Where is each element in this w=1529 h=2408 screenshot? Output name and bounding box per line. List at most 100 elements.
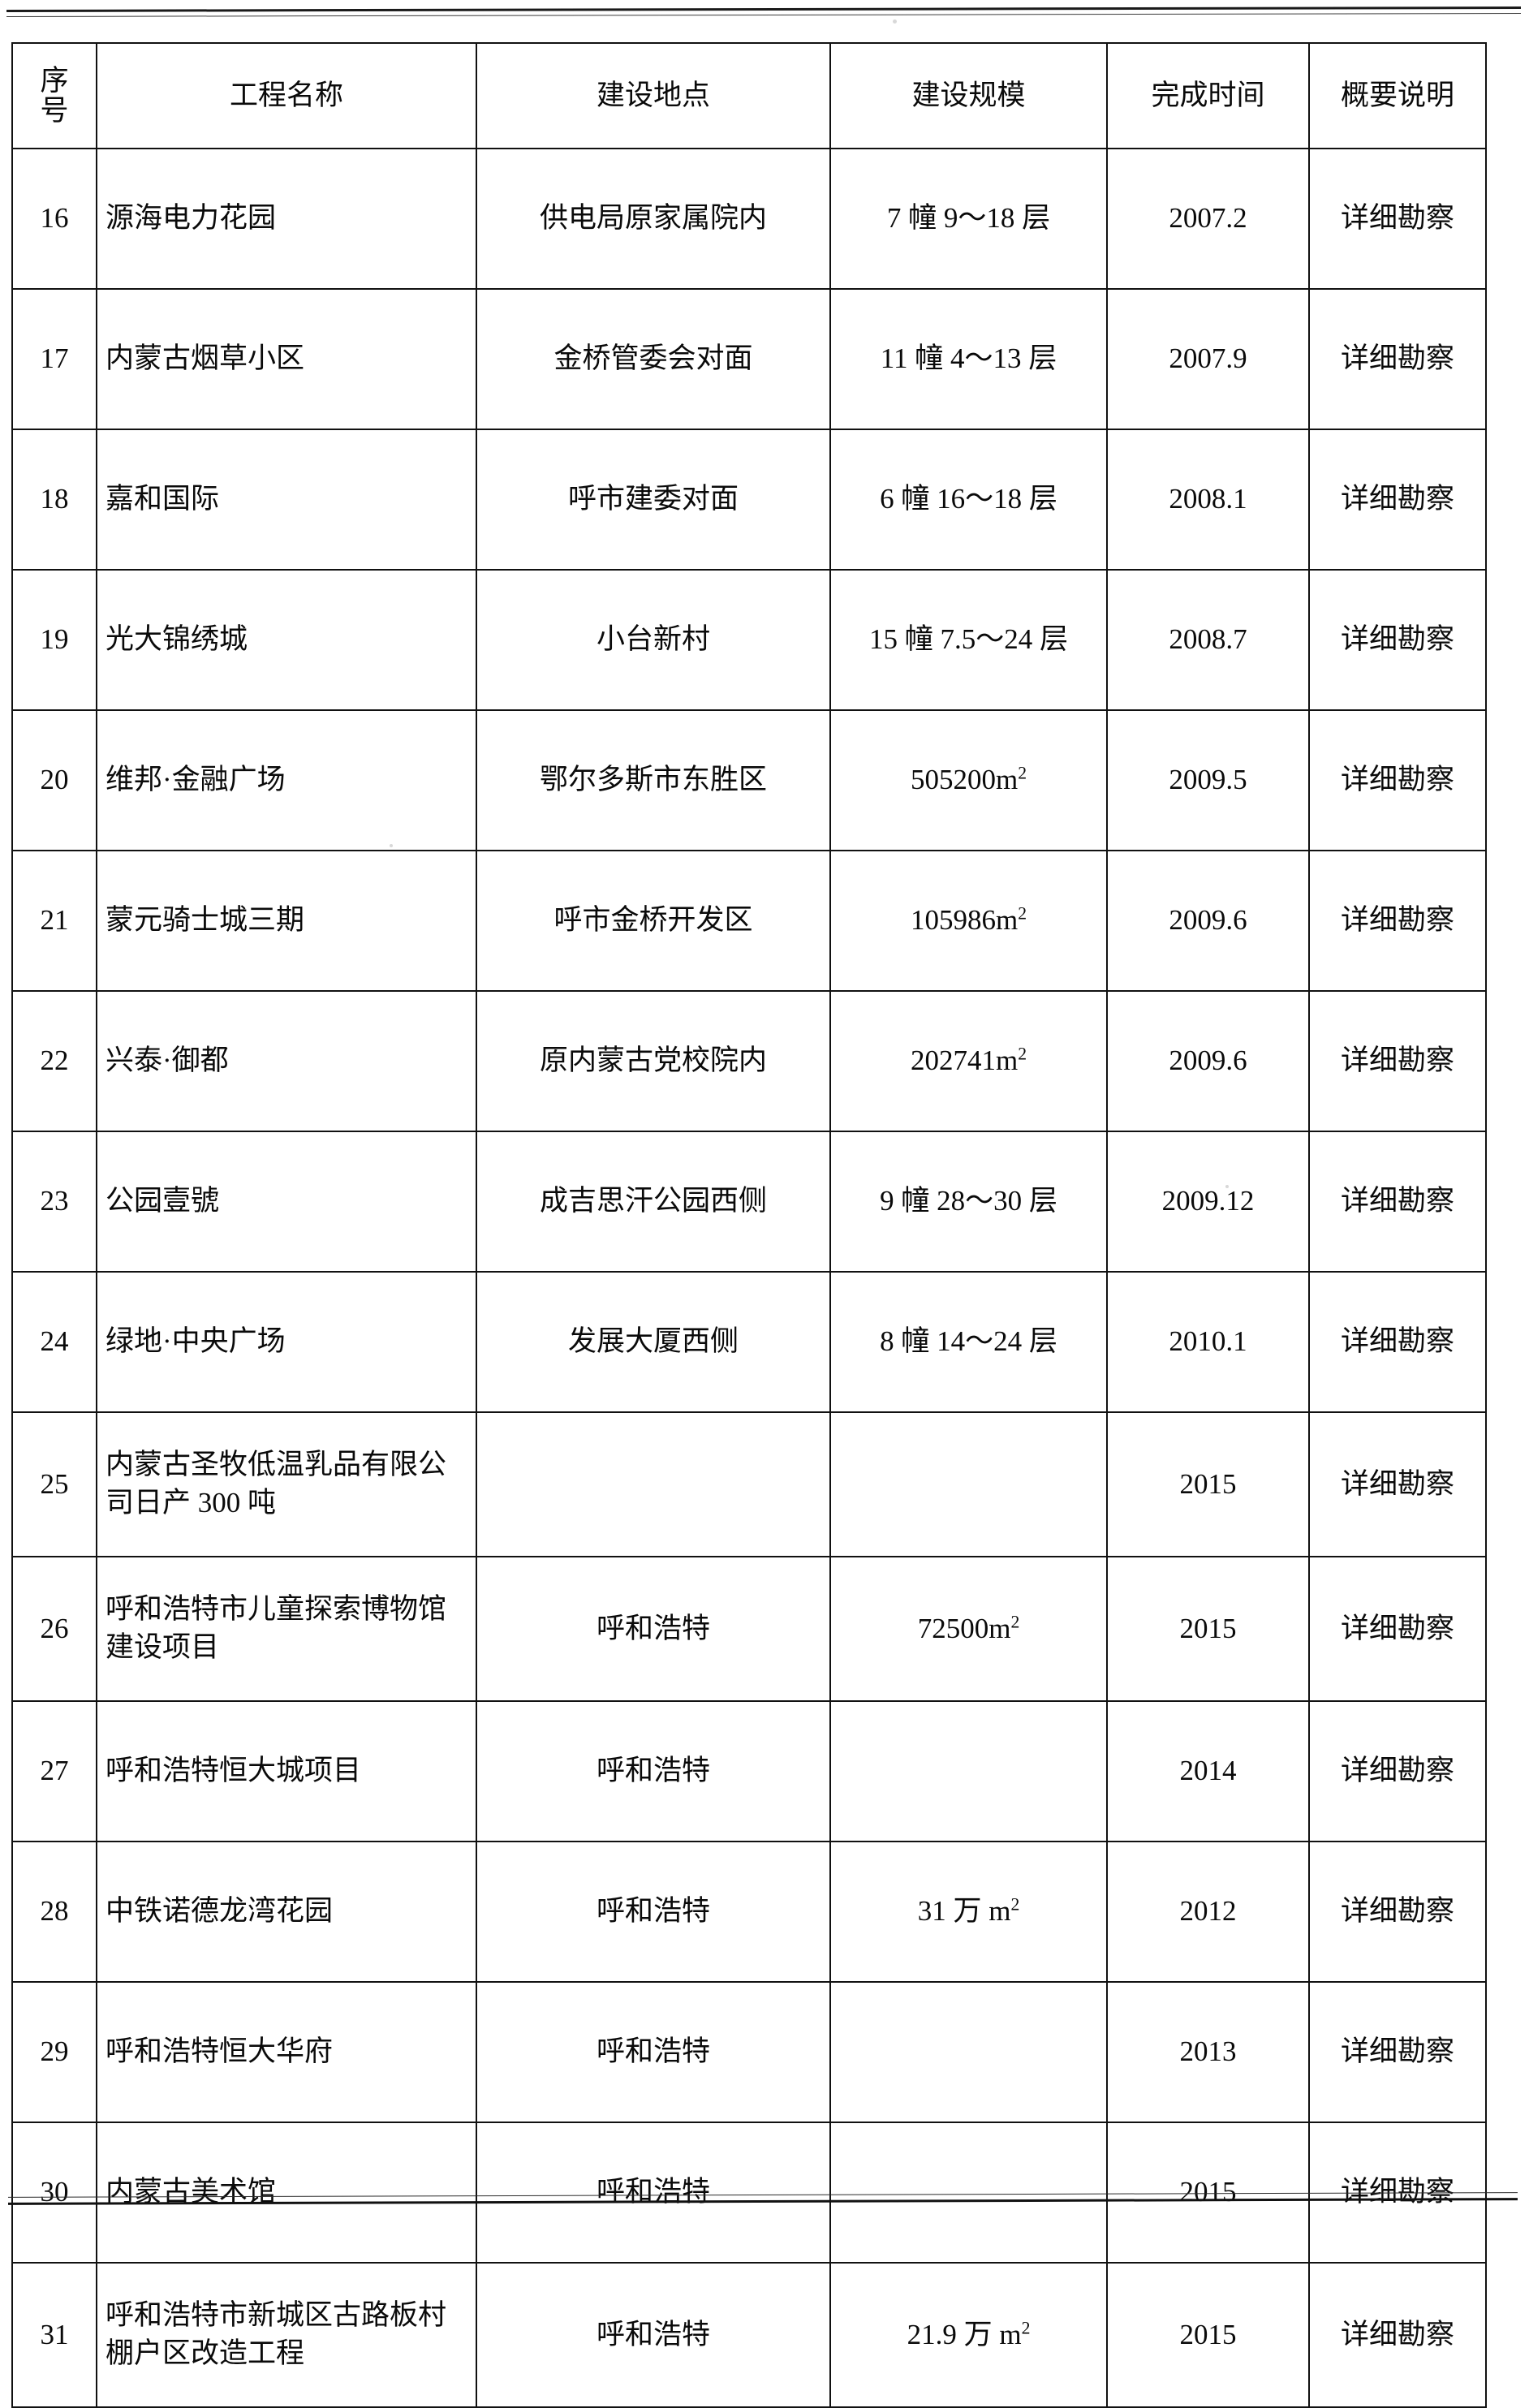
cell-construction-scale: 505200m2: [829, 709, 1108, 851]
cell-project-name: 维邦·金融广场: [96, 709, 477, 851]
cell-construction-scale: 31 万 m2: [829, 1841, 1108, 1983]
cell-summary-note: 详细勘察: [1308, 1411, 1487, 1557]
table-row: 23 公园壹號 成吉思汗公园西侧 9 幢 28～30 层 2009.12 详细勘察: [11, 1131, 1487, 1273]
cell-completion-time: 2008.7: [1106, 569, 1310, 711]
table-row: 28 中铁诺德龙湾花园 呼和浩特 31 万 m2 2012 详细勘察: [11, 1841, 1487, 1983]
cell-summary-note: 详细勘察: [1308, 569, 1487, 711]
cell-project-name: 绿地·中央广场: [96, 1271, 477, 1413]
cell-construction-scale: [829, 2122, 1108, 2264]
cell-project-name: 中铁诺德龙湾花园: [96, 1841, 477, 1983]
cell-sequence-number: 26: [11, 1556, 97, 1702]
cell-completion-time: 2015: [1106, 1411, 1310, 1557]
cell-summary-note: 详细勘察: [1308, 1841, 1487, 1983]
cell-project-name: 兴泰·御都: [96, 990, 477, 1132]
cell-project-name: 光大锦绣城: [96, 569, 477, 711]
cell-construction-site: 呼和浩特: [476, 1556, 831, 1702]
cell-summary-note: 详细勘察: [1308, 148, 1487, 290]
cell-completion-time: 2009.6: [1106, 850, 1310, 992]
project-reference-table: 序 号 工程名称 建设地点 建设规模 完成时间 概要说明 16 源海电力花园 供电局…: [11, 42, 1487, 2408]
cell-construction-scale: 21.9 万 m2: [829, 2262, 1108, 2408]
cell-construction-site: 发展大厦西侧: [476, 1271, 831, 1413]
cell-construction-site: 原内蒙古党校院内: [476, 990, 831, 1132]
page-top-rule: [6, 6, 1522, 17]
table-row: 25 内蒙古圣牧低温乳品有限公司日产 300 吨 2015 详细勘察: [11, 1411, 1487, 1557]
cell-construction-site: 呼和浩特: [476, 2122, 831, 2264]
cell-project-name: 内蒙古烟草小区: [96, 288, 477, 430]
cell-construction-scale: 202741m2: [829, 990, 1108, 1132]
cell-construction-site: 呼和浩特: [476, 1700, 831, 1842]
cell-construction-scale: 105986m2: [829, 850, 1108, 992]
cell-project-name: 内蒙古圣牧低温乳品有限公司日产 300 吨: [96, 1411, 477, 1557]
cell-construction-scale: 15 幢 7.5～24 层: [829, 569, 1108, 711]
cell-construction-site: 小台新村: [476, 569, 831, 711]
cell-summary-note: 详细勘察: [1308, 1131, 1487, 1273]
cell-project-name: 公园壹號: [96, 1131, 477, 1273]
cell-construction-scale: 9 幢 28～30 层: [829, 1131, 1108, 1273]
table-body: 16 源海电力花园 供电局原家属院内 7 幢 9～18 层 2007.2 详细勘察 17 内蒙…: [11, 148, 1487, 2408]
cell-completion-time: 2007.2: [1106, 148, 1310, 290]
column-header-site: 建设地点: [476, 42, 831, 149]
cell-summary-note: 详细勘察: [1308, 429, 1487, 571]
scan-speck: [893, 19, 897, 24]
cell-project-name: 呼和浩特市新城区古路板村棚户区改造工程: [96, 2262, 477, 2408]
project-reference-table-wrapper: 序 号 工程名称 建设地点 建设规模 完成时间 概要说明 16 源海电力花园 供电局…: [11, 42, 1487, 2408]
table-row: 26 呼和浩特市儿童探索博物馆建设项目 呼和浩特 72500m2 2015 详细勘察: [11, 1556, 1487, 1702]
cell-sequence-number: 18: [11, 429, 97, 571]
cell-construction-site: 供电局原家属院内: [476, 148, 831, 290]
cell-project-name: 源海电力花园: [96, 148, 477, 290]
cell-completion-time: 2009.12: [1106, 1131, 1310, 1273]
cell-summary-note: 详细勘察: [1308, 1981, 1487, 2123]
cell-completion-time: 2013: [1106, 1981, 1310, 2123]
scanned-page: 序 号 工程名称 建设地点 建设规模 完成时间 概要说明 16 源海电力花园 供电局…: [6, 6, 1522, 2408]
cell-sequence-number: 21: [11, 850, 97, 992]
cell-summary-note: 详细勘察: [1308, 709, 1487, 851]
cell-construction-site: 成吉思汗公园西侧: [476, 1131, 831, 1273]
table-row: 18 嘉和国际 呼市建委对面 6 幢 16～18 层 2008.1 详细勘察: [11, 429, 1487, 571]
table-row: 19 光大锦绣城 小台新村 15 幢 7.5～24 层 2008.7 详细勘察: [11, 569, 1487, 711]
cell-construction-scale: [829, 1411, 1108, 1557]
cell-construction-scale: 72500m2: [829, 1556, 1108, 1702]
cell-completion-time: 2015: [1106, 2262, 1310, 2408]
cell-sequence-number: 28: [11, 1841, 97, 1983]
cell-sequence-number: 17: [11, 288, 97, 430]
cell-summary-note: 详细勘察: [1308, 2262, 1487, 2408]
cell-construction-site: 呼和浩特: [476, 2262, 831, 2408]
cell-summary-note: 详细勘察: [1308, 1556, 1487, 1702]
table-row: 21 蒙元骑士城三期 呼市金桥开发区 105986m2 2009.6 详细勘察: [11, 850, 1487, 992]
cell-sequence-number: 22: [11, 990, 97, 1132]
cell-construction-site: 呼和浩特: [476, 1981, 831, 2123]
cell-sequence-number: 27: [11, 1700, 97, 1842]
cell-sequence-number: 30: [11, 2122, 97, 2264]
cell-summary-note: 详细勘察: [1308, 990, 1487, 1132]
cell-sequence-number: 25: [11, 1411, 97, 1557]
cell-completion-time: 2009.6: [1106, 990, 1310, 1132]
column-header-name: 工程名称: [96, 42, 477, 149]
cell-sequence-number: 16: [11, 148, 97, 290]
column-header-note: 概要说明: [1308, 42, 1487, 149]
cell-completion-time: 2010.1: [1106, 1271, 1310, 1413]
cell-project-name: 呼和浩特市儿童探索博物馆建设项目: [96, 1556, 477, 1702]
cell-completion-time: 2012: [1106, 1841, 1310, 1983]
table-row: 27 呼和浩特恒大城项目 呼和浩特 2014 详细勘察: [11, 1700, 1487, 1842]
cell-summary-note: 详细勘察: [1308, 1700, 1487, 1842]
cell-sequence-number: 31: [11, 2262, 97, 2408]
cell-construction-scale: 7 幢 9～18 层: [829, 148, 1108, 290]
cell-completion-time: 2009.5: [1106, 709, 1310, 851]
cell-construction-site: [476, 1411, 831, 1557]
cell-construction-site: 鄂尔多斯市东胜区: [476, 709, 831, 851]
table-row: 31 呼和浩特市新城区古路板村棚户区改造工程 呼和浩特 21.9 万 m2 2015 详细…: [11, 2262, 1487, 2408]
cell-construction-site: 呼市建委对面: [476, 429, 831, 571]
cell-sequence-number: 20: [11, 709, 97, 851]
cell-construction-scale: 11 幢 4～13 层: [829, 288, 1108, 430]
cell-project-name: 嘉和国际: [96, 429, 477, 571]
cell-construction-scale: [829, 1981, 1108, 2123]
cell-summary-note: 详细勘察: [1308, 1271, 1487, 1413]
cell-sequence-number: 29: [11, 1981, 97, 2123]
column-header-time: 完成时间: [1106, 42, 1310, 149]
cell-project-name: 呼和浩特恒大城项目: [96, 1700, 477, 1842]
column-header-no-line2: 号: [40, 95, 69, 127]
cell-construction-scale: 8 幢 14～24 层: [829, 1271, 1108, 1413]
table-row: 16 源海电力花园 供电局原家属院内 7 幢 9～18 层 2007.2 详细勘察: [11, 148, 1487, 290]
cell-summary-note: 详细勘察: [1308, 288, 1487, 430]
cell-sequence-number: 23: [11, 1131, 97, 1273]
